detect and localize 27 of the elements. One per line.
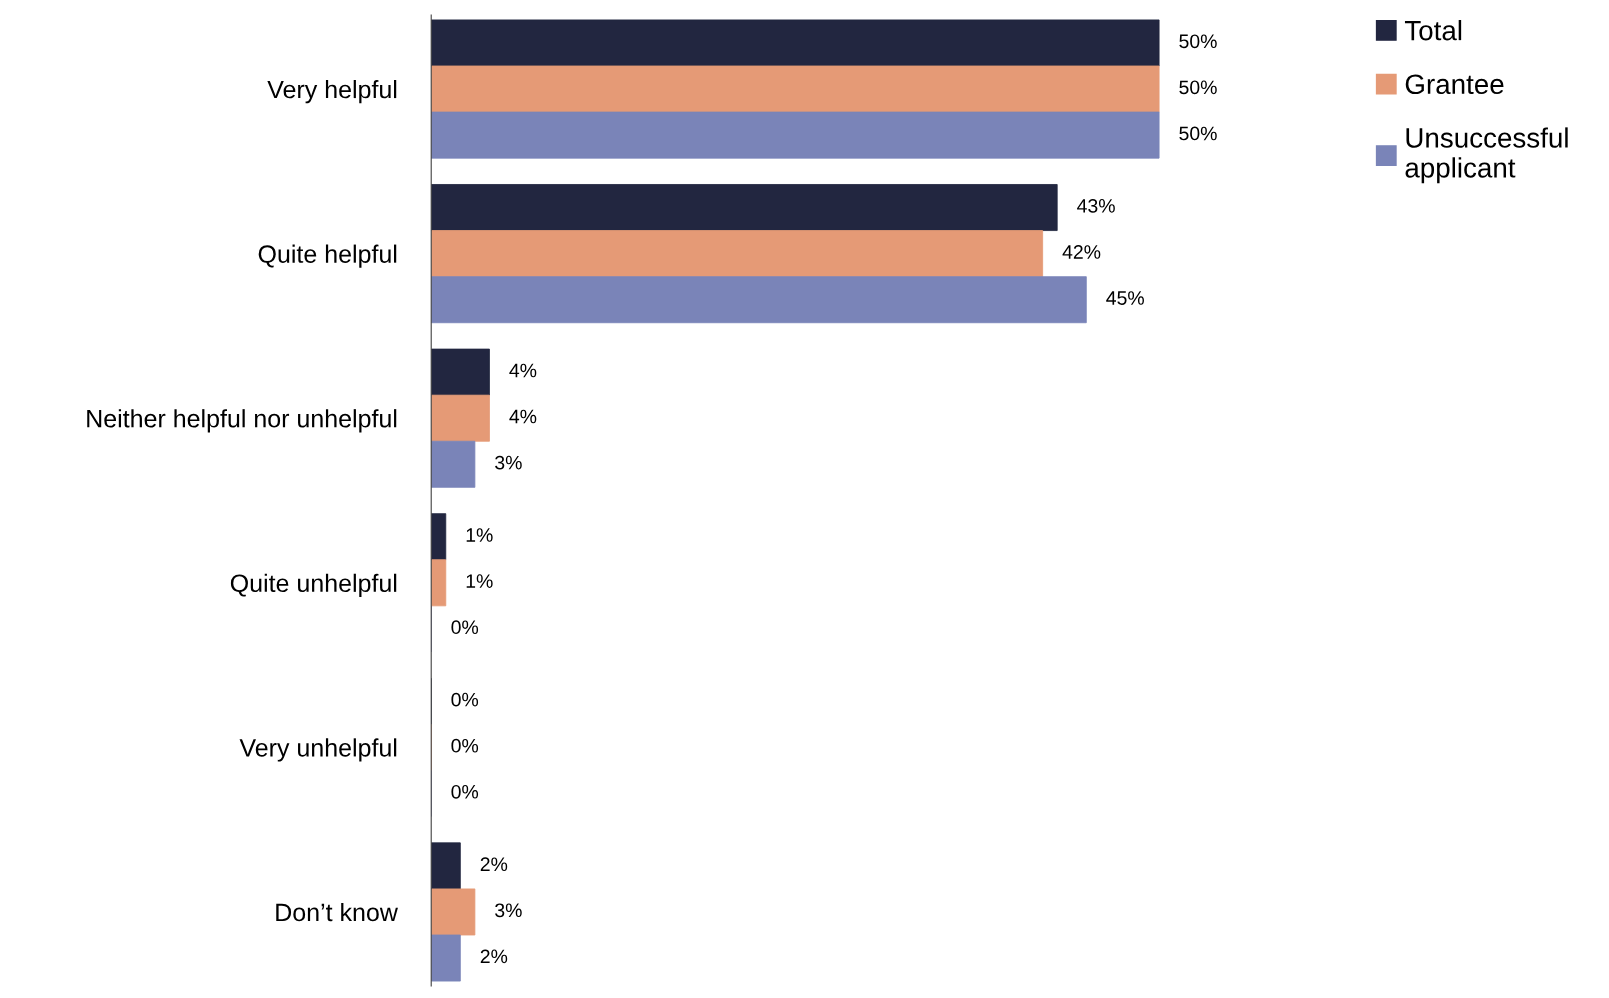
data-label: 4% (509, 363, 537, 378)
data-label: 4% (509, 409, 537, 424)
y-tick-label: Don’t know (276, 902, 398, 922)
data-label: 1% (466, 574, 493, 588)
y-tick-label: Very helpful (267, 79, 397, 104)
data-label: 1% (466, 528, 493, 542)
y-tick-label: Quite unhelpful (230, 573, 397, 598)
data-label: 45% (1106, 291, 1144, 305)
data-label: 2% (480, 857, 508, 872)
data-label: 2% (480, 949, 508, 964)
data-label: 50% (1179, 34, 1217, 49)
y-tick-label: Quite helpful (258, 244, 397, 268)
data-label: 3% (495, 903, 522, 918)
data-label: 3% (495, 455, 522, 470)
data-label: 42% (1062, 245, 1101, 259)
data-label: 0% (451, 784, 479, 799)
data-label: 0% (451, 620, 479, 635)
y-tick-label: Neither helpful nor unhelpful (87, 409, 397, 433)
data-label: 43% (1077, 198, 1115, 213)
data-label: 50% (1179, 126, 1217, 141)
legend-label: Grantee (1405, 74, 1504, 95)
y-tick-label: Very unhelpful (239, 738, 397, 762)
data-label: 0% (451, 692, 479, 707)
data-label: 0% (451, 738, 479, 753)
legend-label: Unsuccessful applicant (1405, 127, 1568, 184)
data-label: 50% (1179, 80, 1217, 95)
legend-label: Total (1404, 20, 1462, 41)
